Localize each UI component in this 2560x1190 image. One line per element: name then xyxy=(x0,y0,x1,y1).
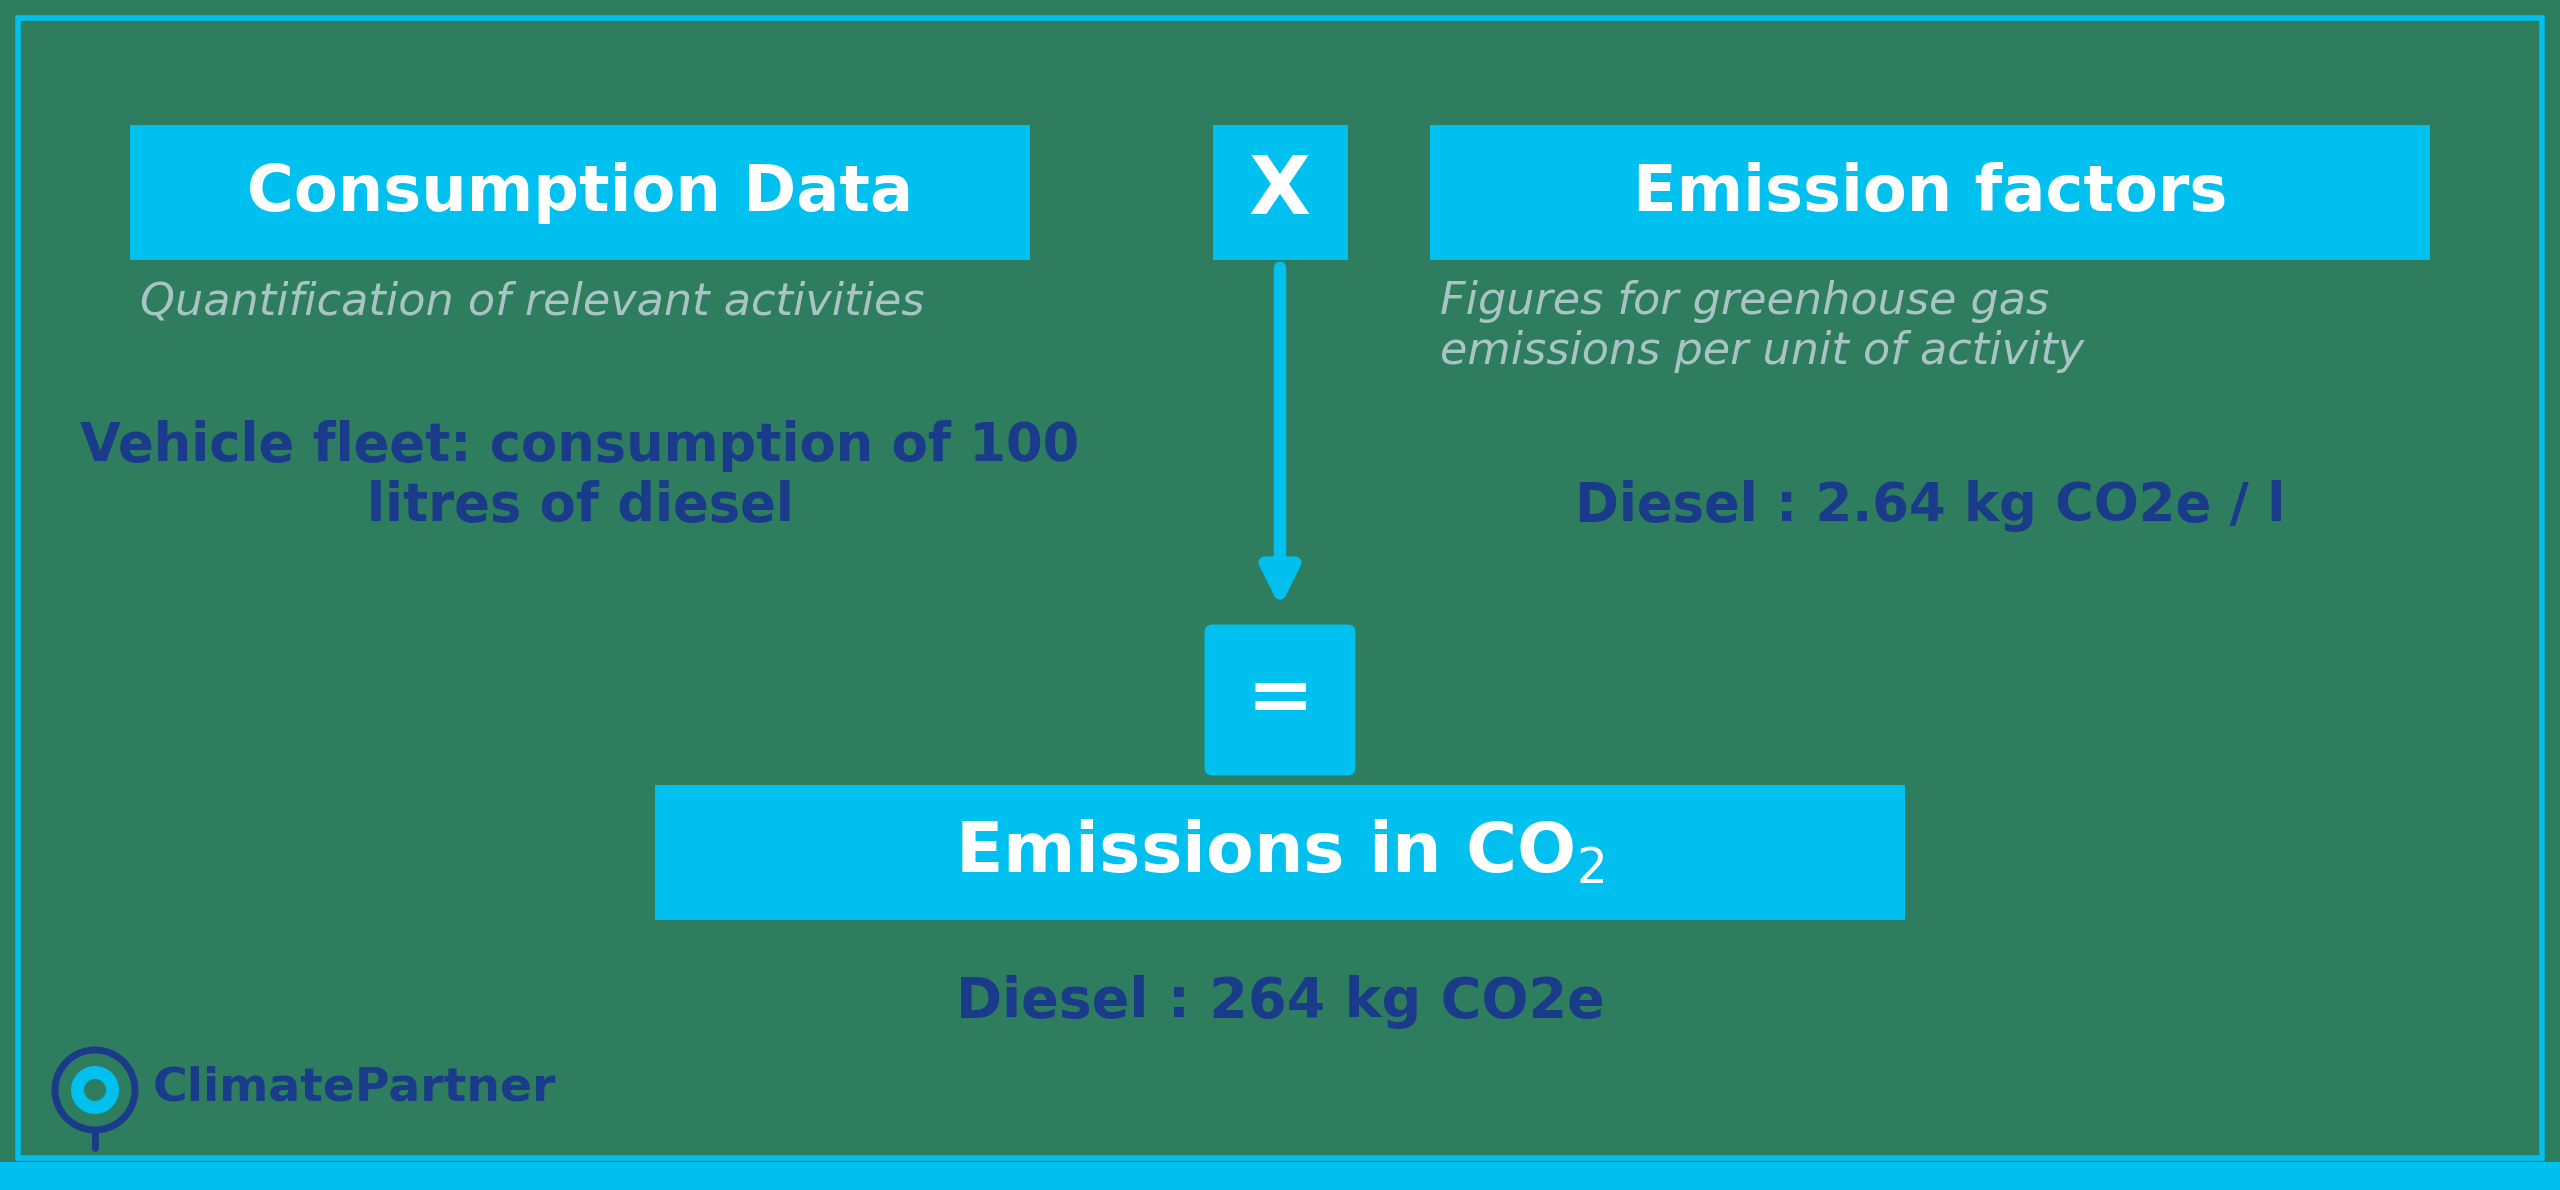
Text: Emission factors: Emission factors xyxy=(1633,162,2227,224)
FancyBboxPatch shape xyxy=(655,785,1905,920)
Text: Diesel : 264 kg CO2e: Diesel : 264 kg CO2e xyxy=(955,975,1605,1029)
Text: Emissions in CO$_2$: Emissions in CO$_2$ xyxy=(955,819,1605,887)
Text: Vehicle fleet: consumption of 100
litres of diesel: Vehicle fleet: consumption of 100 litres… xyxy=(79,420,1080,532)
Circle shape xyxy=(84,1079,105,1101)
FancyBboxPatch shape xyxy=(0,1161,2560,1190)
Text: ClimatePartner: ClimatePartner xyxy=(154,1065,556,1110)
Text: X: X xyxy=(1249,154,1311,232)
FancyBboxPatch shape xyxy=(1213,125,1347,259)
Text: Quantification of relevant activities: Quantification of relevant activities xyxy=(141,280,924,322)
FancyBboxPatch shape xyxy=(1206,625,1354,776)
Circle shape xyxy=(72,1066,118,1114)
FancyBboxPatch shape xyxy=(131,125,1029,259)
Text: Consumption Data: Consumption Data xyxy=(246,162,914,224)
Text: Figures for greenhouse gas
emissions per unit of activity: Figures for greenhouse gas emissions per… xyxy=(1439,280,2084,372)
Text: =: = xyxy=(1247,660,1313,739)
FancyBboxPatch shape xyxy=(1431,125,2429,259)
Text: Diesel : 2.64 kg CO2e / l: Diesel : 2.64 kg CO2e / l xyxy=(1574,480,2286,532)
